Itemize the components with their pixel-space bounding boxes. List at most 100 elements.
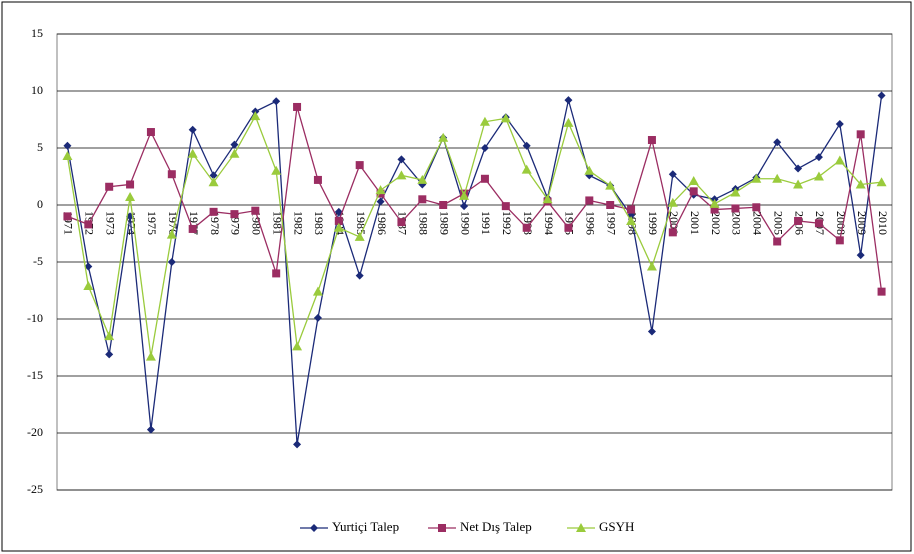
data-point	[293, 102, 302, 111]
data-point	[417, 174, 428, 184]
series-line	[66, 114, 882, 357]
data-point	[63, 212, 72, 221]
legend-marker	[576, 523, 586, 532]
data-point	[104, 331, 115, 341]
data-point	[272, 269, 281, 278]
data-point	[125, 192, 136, 202]
data-point	[773, 237, 782, 246]
data-point	[397, 218, 406, 227]
data-point	[105, 350, 114, 359]
data-point	[209, 207, 218, 216]
data-point	[375, 185, 386, 195]
data-point	[292, 341, 303, 351]
x-tick-label: 1991	[479, 211, 493, 235]
y-tick-label: -25	[27, 482, 43, 496]
y-tick-label: 10	[31, 83, 43, 97]
x-tick-label: 1999	[646, 211, 660, 235]
data-point	[856, 251, 865, 260]
x-tick-label: 1997	[604, 211, 618, 235]
data-point	[166, 229, 177, 239]
data-point	[355, 271, 364, 280]
data-point	[564, 223, 573, 232]
data-point	[438, 132, 449, 142]
data-point	[564, 96, 573, 105]
data-point	[84, 262, 93, 271]
data-point	[627, 205, 636, 214]
data-point	[187, 148, 198, 158]
x-tick-label: 1989	[437, 211, 451, 235]
x-tick-label: 1990	[458, 211, 472, 235]
data-point	[146, 425, 155, 434]
x-tick-label: 1975	[145, 211, 159, 235]
x-tick-label: 2003	[730, 211, 744, 235]
data-point	[313, 313, 322, 322]
legend-label: GSYH	[599, 519, 634, 534]
data-point	[146, 128, 155, 137]
data-point	[688, 176, 699, 186]
data-point	[605, 180, 616, 190]
data-point	[877, 287, 886, 296]
series-line	[66, 95, 883, 445]
data-point	[542, 194, 553, 204]
data-point	[188, 224, 197, 233]
x-tick-label: 1992	[500, 211, 514, 235]
data-point	[730, 187, 741, 197]
data-point	[709, 198, 720, 208]
data-point	[208, 177, 219, 187]
data-point	[83, 280, 94, 290]
y-tick-label: -20	[27, 425, 43, 439]
data-point	[501, 202, 510, 211]
data-point	[584, 165, 595, 175]
data-point	[668, 170, 677, 179]
data-point	[167, 170, 176, 179]
data-point	[793, 179, 804, 189]
x-tick-label: 1988	[417, 211, 431, 235]
legend-marker	[310, 524, 318, 532]
data-point	[877, 91, 886, 100]
y-tick-label: -10	[27, 311, 43, 325]
data-point	[354, 231, 365, 241]
x-tick-label: 1973	[103, 211, 117, 235]
data-point	[418, 195, 427, 204]
data-point	[334, 216, 343, 225]
data-point	[522, 141, 531, 150]
data-point	[521, 164, 532, 174]
y-tick-label: 15	[31, 26, 43, 40]
data-point	[333, 222, 344, 232]
data-point	[62, 150, 73, 160]
data-point	[479, 116, 490, 126]
data-point	[522, 223, 531, 232]
data-point	[667, 197, 678, 207]
data-point	[355, 161, 364, 170]
data-point	[105, 182, 114, 191]
x-tick-label: 2002	[709, 211, 723, 235]
data-point	[272, 97, 281, 106]
x-tick-label: 1981	[270, 211, 284, 235]
x-tick-label: 2005	[771, 211, 785, 235]
y-tick-label: -5	[33, 254, 43, 268]
x-tick-label: 1994	[542, 211, 556, 235]
data-point	[397, 155, 406, 164]
data-point	[626, 215, 637, 225]
series-line	[67, 106, 883, 292]
data-point	[376, 197, 385, 206]
data-point	[668, 228, 677, 237]
data-point	[563, 117, 574, 127]
data-point	[585, 196, 594, 205]
y-tick-label: 5	[37, 140, 43, 154]
x-tick-label: 2004	[751, 211, 765, 235]
data-point	[814, 219, 823, 228]
legend-label: Yurtiçi Talep	[332, 519, 399, 534]
data-point	[460, 202, 469, 211]
data-point	[731, 204, 740, 213]
data-point	[876, 177, 887, 187]
data-point	[312, 286, 323, 296]
x-tick-label: 1985	[354, 211, 368, 235]
data-point	[251, 206, 260, 215]
x-tick-label: 2010	[876, 211, 890, 235]
data-point	[126, 180, 135, 189]
y-tick-label: -15	[27, 368, 43, 382]
data-point	[271, 165, 282, 175]
data-point	[856, 130, 865, 139]
